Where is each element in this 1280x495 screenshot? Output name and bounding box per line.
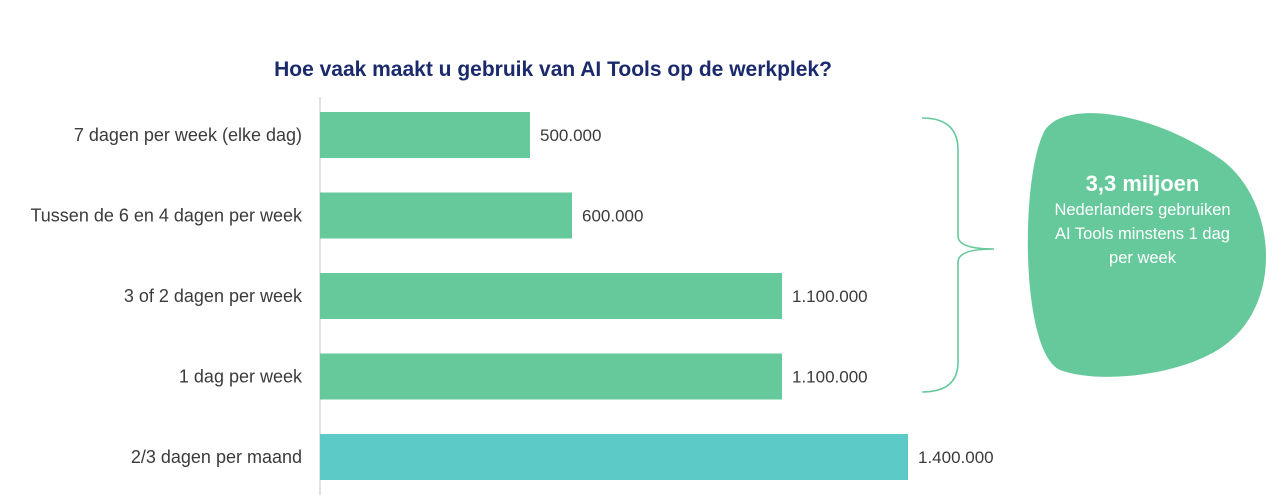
category-label: 2/3 dagen per maand xyxy=(131,447,302,467)
bar xyxy=(320,353,782,400)
group-brace xyxy=(921,117,995,393)
value-label: 500.000 xyxy=(540,126,601,145)
callout-text: 3,3 miljoen Nederlanders gebruiken AI To… xyxy=(1030,170,1255,270)
bar xyxy=(320,273,782,319)
bar xyxy=(320,192,572,239)
value-label: 1.100.000 xyxy=(792,287,868,306)
callout-headline: 3,3 miljoen xyxy=(1085,171,1200,196)
value-label: 600.000 xyxy=(582,207,643,226)
callout-shape xyxy=(1027,113,1267,377)
category-label: 1 dag per week xyxy=(179,367,303,387)
callout-line-3: per week xyxy=(1109,249,1176,267)
value-label: 1.100.000 xyxy=(792,368,868,387)
callout-line-2: AI Tools minstens 1 dag xyxy=(1055,225,1230,243)
bar xyxy=(320,112,530,158)
category-label: 7 dagen per week (elke dag) xyxy=(74,125,302,145)
chart-title: Hoe vaak maakt u gebruik van AI Tools op… xyxy=(274,58,832,81)
callout-line-1: Nederlanders gebruiken xyxy=(1054,201,1231,219)
value-label: 1.400.000 xyxy=(918,448,994,467)
bars-group: 7 dagen per week (elke dag) 500.000 Tussen… xyxy=(30,112,994,480)
bar xyxy=(320,434,908,480)
category-label: 3 of 2 dagen per week xyxy=(124,286,303,306)
category-label: Tussen de 6 en 4 dagen per week xyxy=(30,206,303,226)
